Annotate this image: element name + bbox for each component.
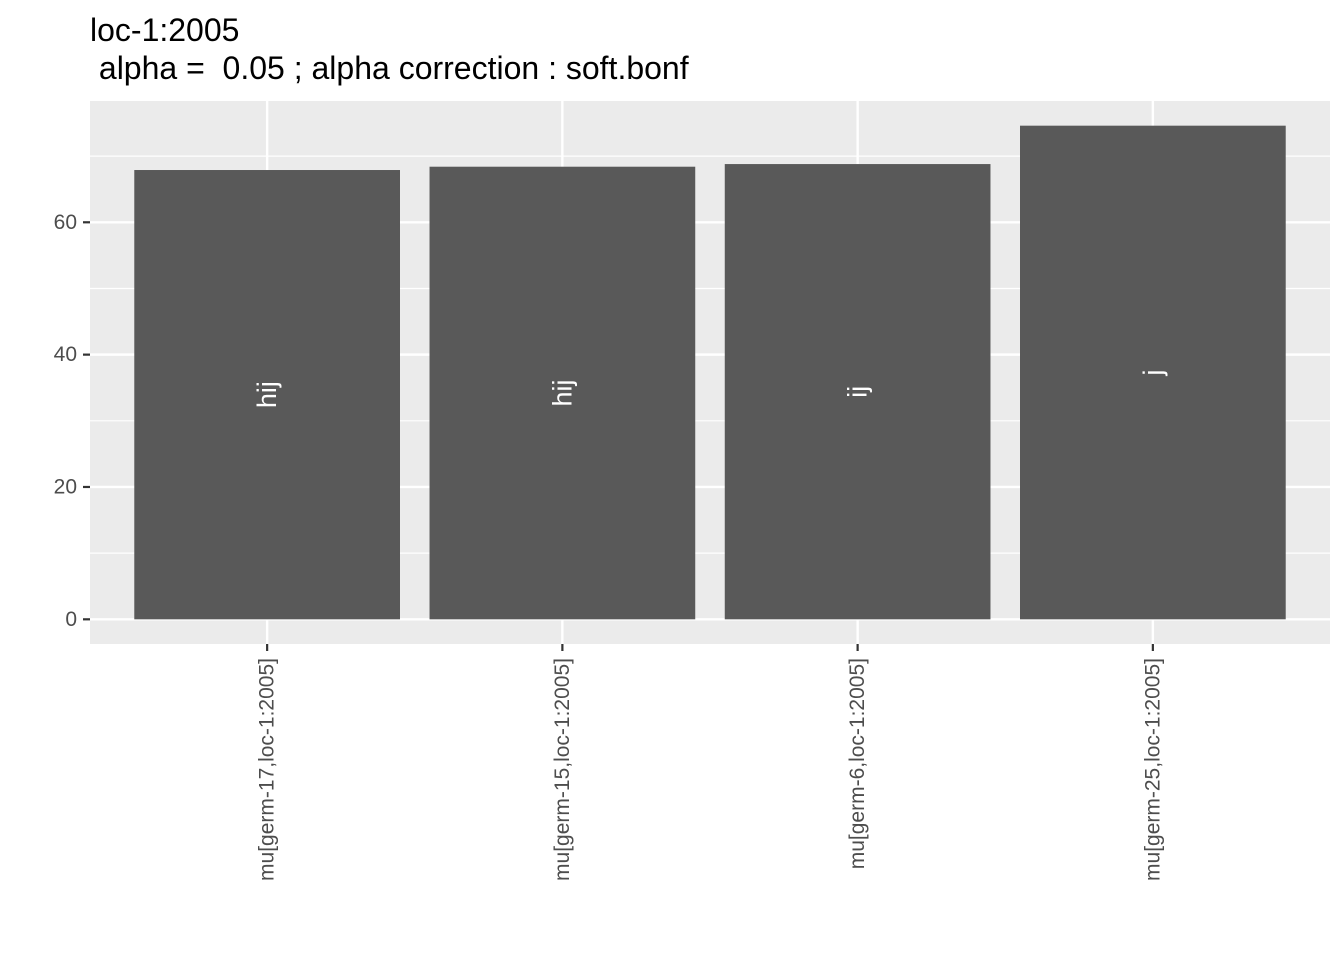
bar-group-label: j <box>1138 370 1168 377</box>
y-tick-label: 40 <box>54 343 77 366</box>
bar-labels-group: hij hij ij j <box>252 370 1168 409</box>
x-tick-label: mu[germ-6,loc-1:2005] <box>846 658 869 869</box>
x-axis: mu[germ-17,loc-1:2005] mu[germ-15,loc-1:2… <box>256 644 1164 881</box>
bar-group-label: hij <box>547 380 577 407</box>
x-tick-label: mu[germ-17,loc-1:2005] <box>256 658 279 881</box>
bar-group-label: ij <box>843 386 873 398</box>
chart-title: loc-1:2005 <box>90 12 240 48</box>
y-tick-label: 60 <box>54 211 77 234</box>
bar <box>429 166 696 620</box>
x-tick-label: mu[germ-15,loc-1:2005] <box>551 658 574 881</box>
bar-group-label: hij <box>252 381 282 408</box>
bars-group <box>134 125 1286 620</box>
y-tick-label: 0 <box>65 608 77 631</box>
y-tick-label: 20 <box>54 475 77 498</box>
bar <box>1020 125 1286 620</box>
chart-subtitle: alpha = 0.05 ; alpha correction : soft.b… <box>90 50 689 86</box>
bar <box>134 170 401 620</box>
bar <box>724 164 991 620</box>
x-tick-label: mu[germ-25,loc-1:2005] <box>1141 658 1164 881</box>
y-axis: 0 20 40 60 <box>54 211 90 631</box>
